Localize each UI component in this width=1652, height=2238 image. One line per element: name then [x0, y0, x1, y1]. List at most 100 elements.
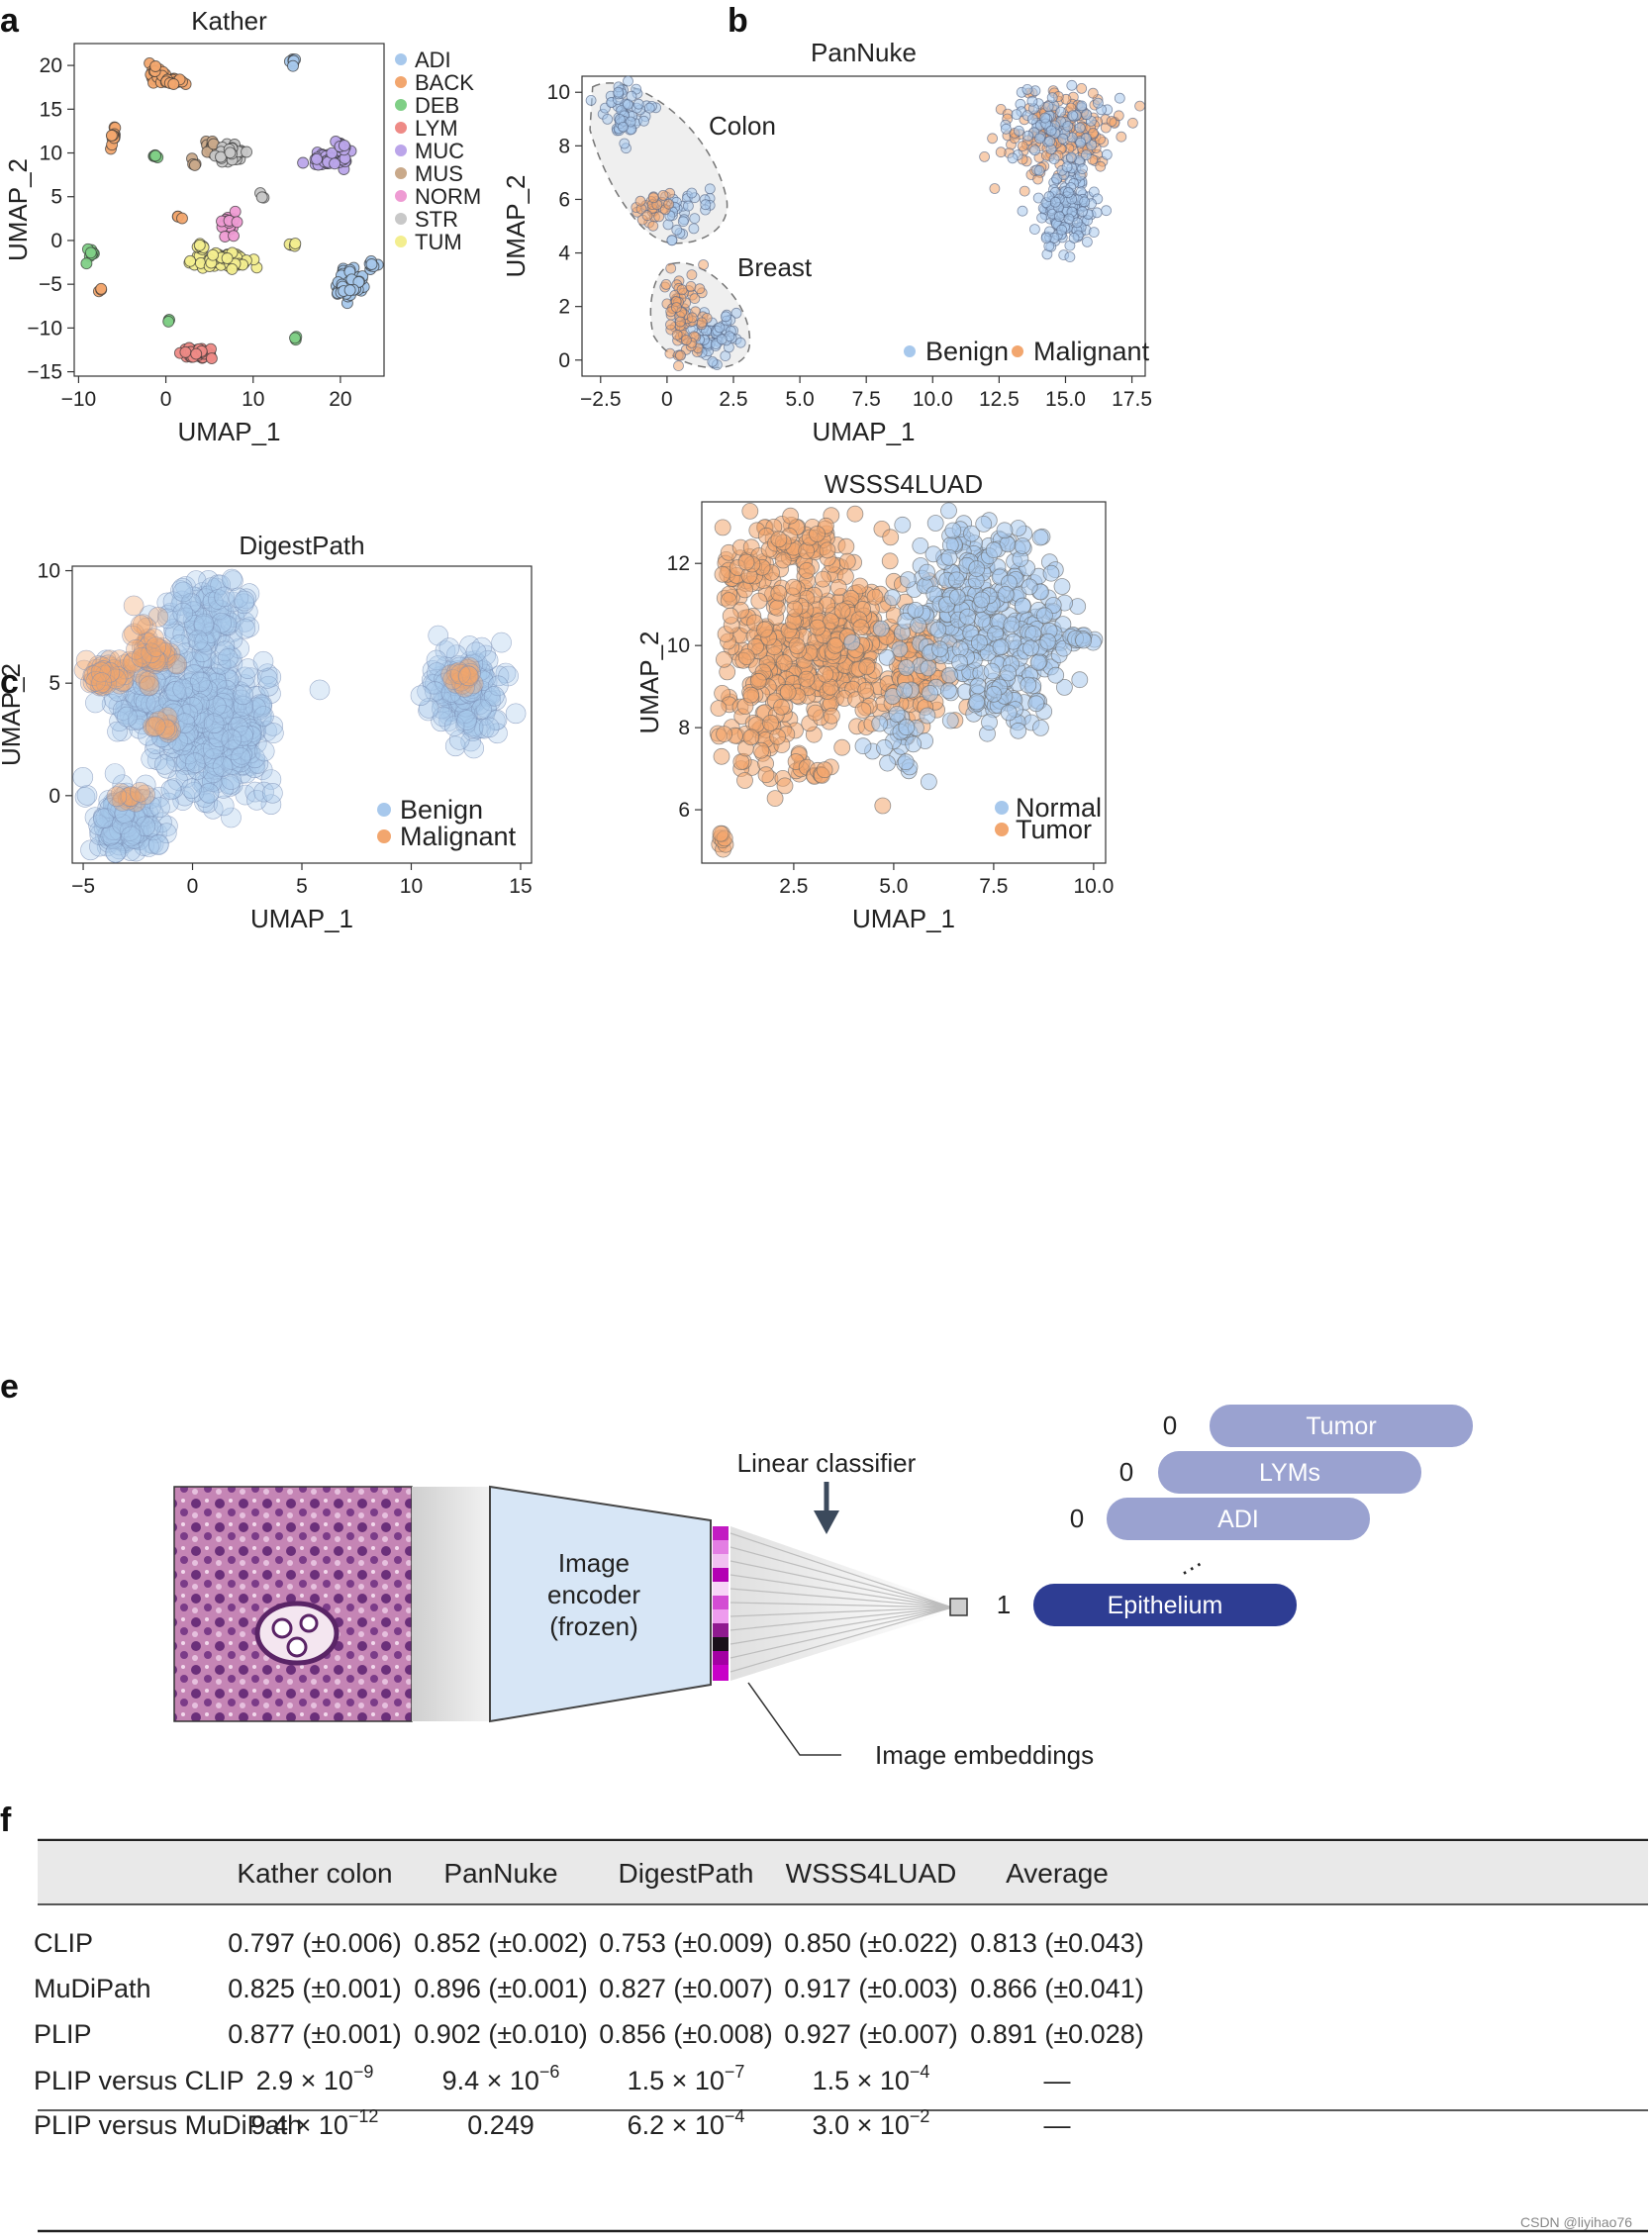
encoder-label-line2: encoder [547, 1580, 640, 1609]
data-point-adi [365, 258, 378, 270]
table-row-label: PLIP [34, 2019, 92, 2049]
data-point-benign [187, 630, 209, 651]
legend-marker-lym [395, 122, 407, 134]
points-layer [80, 53, 384, 365]
data-point-benign [638, 115, 649, 127]
data-point-tumor [722, 607, 739, 625]
data-point-normal [971, 633, 988, 651]
data-point-benign [1093, 97, 1104, 109]
legend-marker-mus [395, 167, 407, 179]
classifier-node [949, 1598, 968, 1616]
data-point-malignant [653, 211, 665, 223]
data-point-tumor [807, 704, 825, 722]
table-row-label: CLIP [34, 1928, 93, 1958]
data-point-benign [730, 307, 742, 319]
data-point-tumor [866, 588, 884, 606]
data-point-benign [623, 75, 633, 87]
data-point-tumor [798, 670, 816, 688]
data-point-normal [968, 560, 986, 577]
image-embeddings-label: Image embeddings [875, 1740, 1094, 1770]
data-point-tumor [741, 503, 759, 520]
data-point-benign [1088, 227, 1100, 239]
data-point-malignant [91, 672, 112, 693]
data-point-benign [181, 778, 202, 800]
ellipsis: … [1170, 1543, 1208, 1582]
y-tick-label: 5 [49, 672, 60, 695]
data-point-muc [338, 140, 350, 152]
data-point-normal [947, 571, 965, 589]
y-tick-label: 10 [40, 143, 62, 165]
data-point-normal [898, 659, 916, 676]
data-point-normal [1000, 704, 1018, 722]
data-point-benign [666, 235, 678, 246]
data-point-benign [1056, 224, 1067, 236]
data-point-tumor [788, 637, 806, 654]
data-point-adi [287, 59, 299, 72]
data-point-tumor [838, 552, 856, 570]
data-point-benign [212, 756, 234, 777]
data-point-normal [1003, 616, 1020, 633]
data-point-normal [888, 706, 906, 723]
x-tick-label: 2.5 [779, 875, 808, 898]
data-point-benign [625, 116, 636, 128]
data-point-malignant [686, 312, 698, 324]
data-point-malignant [671, 329, 683, 341]
pvalue-cell: 2.9 × 10−9 [256, 2062, 374, 2095]
data-point-benign [1036, 212, 1047, 224]
table-cell: 0.891 (±0.028) [970, 2019, 1143, 2049]
projection-shadow [412, 1487, 490, 1721]
pvalue-exponent: −12 [348, 2106, 379, 2126]
encoder-label-line3: (frozen) [549, 1611, 638, 1641]
data-point-normal [897, 753, 915, 771]
y-tick-label: 6 [678, 799, 690, 822]
data-point-benign [198, 783, 220, 804]
data-point-str [241, 146, 253, 158]
x-axis-label: UMAP_1 [250, 904, 353, 933]
data-point-benign [662, 219, 674, 231]
table-header-cell: DigestPath [619, 1858, 754, 1889]
pvalue-exponent: −9 [353, 2062, 374, 2082]
data-point-normal [981, 714, 998, 731]
data-point-benign [1042, 101, 1054, 112]
data-point-benign [172, 678, 193, 700]
pvalue-exponent: −7 [725, 2062, 745, 2082]
data-point-benign [689, 213, 701, 225]
data-point-benign [1034, 133, 1045, 145]
annotation-breast: Breast [737, 252, 813, 282]
data-point-malignant [686, 269, 698, 281]
data-point-benign [1074, 122, 1086, 134]
data-point-malignant [634, 195, 646, 207]
data-point-benign [491, 632, 512, 653]
data-point-tumor [857, 682, 875, 699]
data-point-malignant [979, 150, 990, 162]
legend-marker-benign [904, 345, 916, 357]
data-point-benign [720, 311, 731, 323]
data-point-benign [619, 138, 631, 149]
data-point-benign [1040, 233, 1052, 243]
y-tick-label: 10 [38, 560, 60, 583]
data-point-malignant [663, 198, 675, 210]
data-point-benign [147, 834, 169, 855]
pvalue-base: 1.5 × 10 [628, 2066, 725, 2095]
pvalue-exponent: −2 [910, 2106, 930, 2126]
table-cell: 0.902 (±0.010) [414, 2019, 587, 2049]
data-point-benign [707, 355, 719, 367]
data-point-benign [643, 102, 655, 114]
data-point-benign [1063, 187, 1074, 198]
data-point-malignant [676, 284, 688, 296]
x-axis-label: UMAP_1 [812, 417, 915, 446]
data-point-tumor [775, 654, 793, 671]
data-point-malignant [1087, 87, 1099, 99]
data-point-benign [230, 746, 251, 768]
chart-title: PanNuke [811, 38, 917, 67]
data-point-normal [926, 515, 944, 532]
data-point-normal [940, 549, 958, 566]
data-point-benign [410, 685, 432, 707]
data-point-benign [222, 568, 243, 590]
pvalue-base: 1.5 × 10 [813, 2066, 910, 2095]
data-point-tumor [874, 797, 892, 815]
x-tick-label: 5.0 [785, 388, 814, 411]
data-point-benign [1029, 224, 1040, 236]
data-point-tumor [846, 505, 864, 523]
table-header-cell: WSSS4LUAD [786, 1858, 957, 1889]
